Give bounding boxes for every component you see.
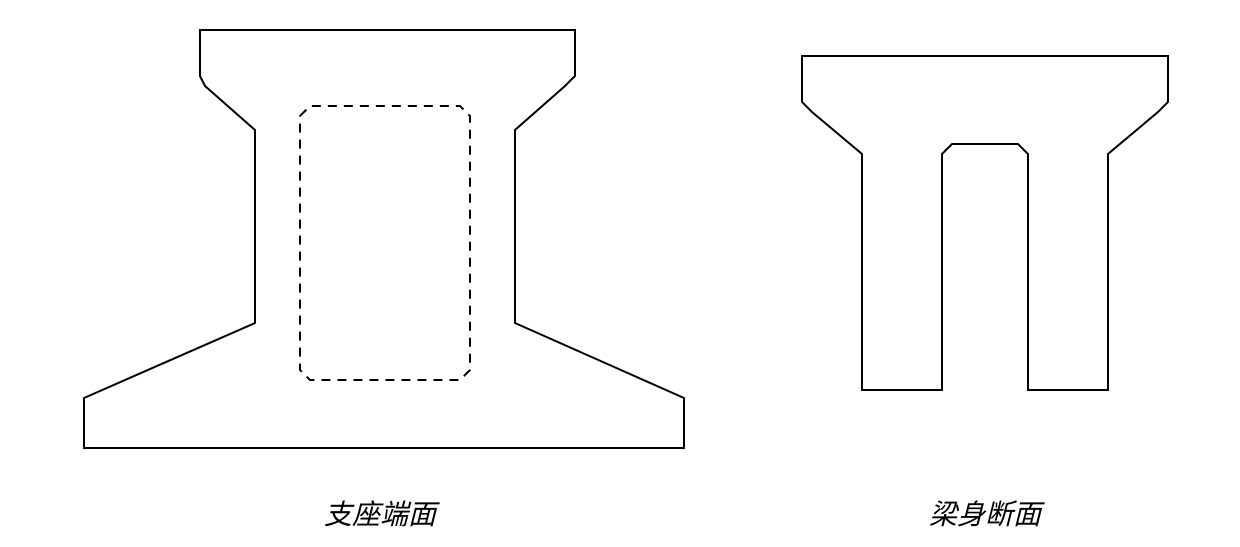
support-end-outline: [84, 30, 684, 448]
support-end-section-svg: [75, 20, 695, 460]
beam-body-caption: 梁身断面: [875, 493, 1095, 533]
beam-body-section-figure: [790, 40, 1180, 400]
diagram-canvas: 支座端面 梁身断面: [0, 0, 1240, 547]
support-end-section-figure: [75, 20, 695, 460]
support-end-void-dashed: [300, 106, 470, 380]
beam-body-outline: [802, 56, 1168, 390]
beam-body-section-svg: [790, 40, 1180, 400]
support-end-caption: 支座端面: [250, 493, 510, 533]
